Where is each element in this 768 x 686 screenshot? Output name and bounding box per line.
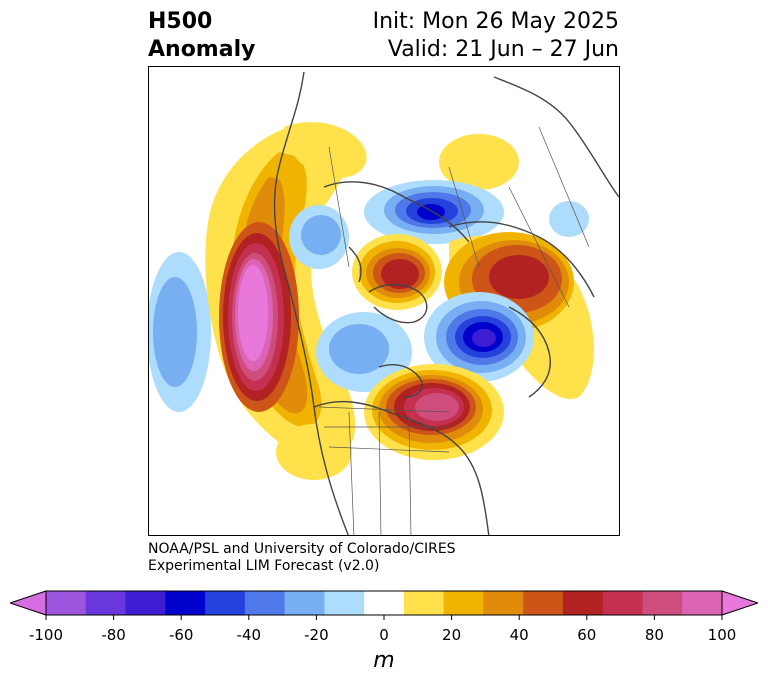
colorbar (10, 590, 758, 620)
colorbar-tick-label: 100 (707, 626, 737, 644)
credit-line-2: Experimental LIM Forecast (v2.0) (148, 558, 380, 574)
colorbar-swatch (125, 591, 166, 615)
colorbar-tick-label: 40 (509, 626, 529, 644)
colorbar-swatch (562, 591, 604, 615)
colorbar-swatch (165, 591, 206, 615)
anomaly-high-southwest (276, 424, 352, 480)
anomaly-high-eastern-us (364, 364, 504, 460)
colorbar-swatch (324, 591, 365, 615)
anomaly-low-pacific (149, 252, 211, 412)
anomaly-low-atlantic (424, 292, 534, 382)
colorbar-swatch (244, 591, 286, 615)
valid-range: Valid: 21 Jun – 27 Jun (387, 37, 619, 62)
anomaly-low-siberia (549, 201, 589, 237)
coastlines (273, 71, 619, 535)
political-borders (318, 126, 590, 535)
colorbar-tick-label: 20 (442, 626, 462, 644)
init-date: Init: Mon 26 May 2025 (372, 9, 619, 34)
colorbar-swatch (602, 591, 643, 615)
credit-text: NOAA/PSL and University of Colorado/CIRE… (148, 541, 456, 575)
colorbar-extend-right (721, 590, 758, 616)
colorbar-swatch (642, 591, 683, 615)
colorbar-swatch (364, 591, 405, 615)
title-left: H500 Anomaly (148, 8, 255, 64)
colorbar-swatch (523, 591, 564, 615)
colorbar-tick-label: -40 (236, 626, 262, 644)
colorbar-swatch (443, 591, 484, 615)
colorbar-swatch (682, 591, 723, 615)
colorbar-swatch (85, 591, 127, 615)
credit-line-1: NOAA/PSL and University of Colorado/CIRE… (148, 541, 456, 557)
colorbar-tick-label: -100 (28, 626, 64, 644)
colorbar-extend-left (10, 590, 47, 616)
colorbar-tick-label: -60 (168, 626, 194, 644)
title-field: Anomaly (148, 37, 256, 62)
anomaly-high-westcoast (205, 127, 356, 461)
colorbar-tick-label: 60 (577, 626, 597, 644)
anomaly-low-yukon (289, 205, 349, 269)
colorbar-swatch (284, 591, 325, 615)
colorbar-swatch (403, 591, 445, 615)
colorbar-tick-label: -80 (101, 626, 126, 644)
title-right: Init: Mon 26 May 2025 Valid: 21 Jun – 27… (373, 8, 619, 64)
map-panel (148, 66, 620, 536)
colorbar-swatch (205, 591, 246, 615)
colorbar-tick-label: -20 (304, 626, 329, 644)
anomaly-high-arctic (284, 122, 519, 190)
anomaly-low-canada (316, 312, 412, 392)
colorbar-tick-label: 80 (644, 626, 664, 644)
colorbar-swatch (483, 591, 524, 615)
title-variable: H500 (148, 9, 213, 34)
colorbar-unit: m (373, 648, 395, 673)
colorbar-tick-label: 0 (379, 626, 389, 644)
anomaly-high-central-arctic (352, 234, 442, 310)
anomaly-map (149, 71, 619, 535)
colorbar-swatch (46, 591, 87, 615)
